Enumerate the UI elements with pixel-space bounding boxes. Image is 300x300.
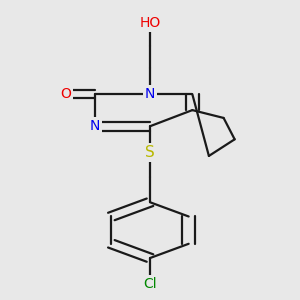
Text: S: S [145, 145, 155, 160]
Text: N: N [90, 119, 100, 133]
Text: N: N [145, 87, 155, 101]
Text: O: O [60, 87, 71, 101]
Text: HO: HO [140, 16, 160, 30]
Text: Cl: Cl [143, 277, 157, 291]
